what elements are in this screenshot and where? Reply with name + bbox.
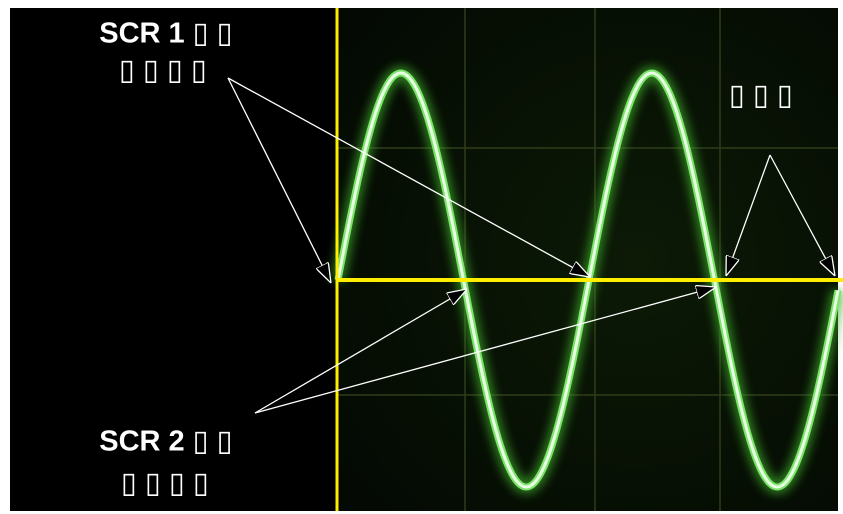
annotation-label: ▯ ▯ ▯ ▯ bbox=[119, 55, 207, 87]
annotation-label: SCR 1 ▯ ▯ bbox=[99, 18, 232, 50]
annotation-label: ▯ ▯ ▯ bbox=[729, 80, 793, 112]
annotation-label: ▯ ▯ ▯ ▯ bbox=[121, 468, 209, 500]
annotation-label: SCR 2 ▯ ▯ bbox=[99, 426, 232, 458]
figure: SCR 1 ▯ ▯ ▯ ▯ ▯ ▯ ▯ ▯ ▯ SCR 2 ▯ ▯ ▯ ▯ ▯ … bbox=[0, 0, 843, 514]
